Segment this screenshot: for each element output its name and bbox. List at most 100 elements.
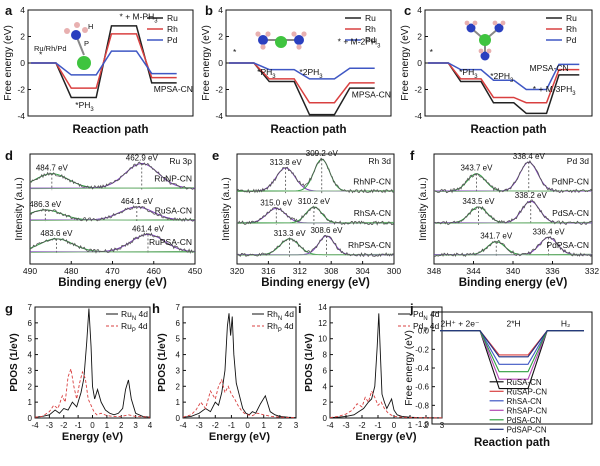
peak-label: 336.4 eV	[533, 227, 566, 236]
peak-label: 343.7 eV	[460, 164, 493, 173]
trace-label: RhNP-CN	[353, 176, 391, 186]
y-tick-label: -0.6	[415, 383, 429, 392]
p-atom	[71, 30, 81, 40]
y-axis-title: Free energy (eV)	[201, 25, 212, 101]
trace-label: RhSA-CN	[354, 208, 391, 218]
measured-curve	[29, 232, 196, 254]
her-line	[440, 330, 584, 358]
peak-label: 313.3 eV	[274, 229, 307, 238]
h-atom	[500, 20, 506, 26]
peak-label: 461.4 eV	[132, 224, 165, 233]
x-tick-label: 340	[506, 266, 520, 276]
y-tick-label: 6	[176, 319, 181, 328]
x-tick-label: -4	[326, 421, 334, 430]
panel-letter: d	[5, 148, 13, 163]
y-axis-title: Intensity (a.u.)	[418, 177, 429, 240]
y-tick-label: 2	[417, 32, 422, 42]
peak-label: 464.1 eV	[121, 197, 154, 206]
x-tick-label: 2	[278, 421, 283, 430]
trace-label: RuNP-CN	[154, 174, 192, 184]
measured-curve	[236, 205, 395, 226]
trace-label: RuSA-CN	[155, 205, 192, 215]
x-axis-title: Energy (eV)	[62, 431, 123, 443]
y-tick-label: 7	[176, 303, 181, 312]
peak-label: 309.2 eV	[306, 149, 339, 158]
x-tick-label: 4	[148, 421, 153, 430]
x-tick-label: 3	[294, 421, 299, 430]
panel-letter: h	[152, 301, 160, 316]
state-label: 2H⁺ + 2e⁻	[441, 319, 480, 329]
y-axis-title: PDOS (1/eV)	[9, 333, 20, 391]
metal-atom	[77, 56, 91, 70]
metal-atom	[275, 36, 287, 48]
y-tick-label: -4	[414, 111, 422, 121]
x-tick-label: 2	[119, 421, 124, 430]
y-tick-label: 2	[28, 382, 33, 391]
x-tick-label: 480	[64, 266, 78, 276]
legend-label: Ru	[167, 13, 178, 23]
x-axis-title: Reaction path	[474, 437, 550, 449]
legend-label: Pd	[566, 35, 577, 45]
peak-label: 343.5 eV	[462, 197, 495, 206]
panel-title: Pd 3d	[567, 156, 589, 166]
y-tick-label: -2	[414, 85, 422, 95]
p-atom	[480, 51, 490, 61]
x-tick-label: -3	[342, 421, 350, 430]
h-atom	[291, 31, 297, 37]
peak-label: 341.7 eV	[480, 232, 513, 241]
annotation: *PH3	[75, 100, 94, 113]
x-tick-label: -4	[179, 421, 187, 430]
measured-curve	[29, 161, 196, 190]
legend-label: Pd	[365, 35, 376, 45]
y-tick-label: 0.0	[418, 327, 430, 336]
y-tick-label: -0.8	[415, 401, 429, 410]
x-tick-label: 2	[424, 421, 429, 430]
x-axis-title: Binding energy (eV)	[261, 277, 370, 289]
peak-label: 483.6 eV	[40, 229, 73, 238]
y-tick-label: 4	[323, 382, 328, 391]
measured-curve	[433, 235, 593, 257]
x-tick-label: 490	[23, 266, 37, 276]
peak-label: 462.9 eV	[126, 154, 159, 163]
x-tick-label: 1	[408, 421, 413, 430]
panel-letter: j	[409, 301, 414, 316]
x-tick-label: 3	[440, 421, 445, 430]
x-tick-label: -1	[75, 421, 83, 430]
pdos-curve	[182, 378, 297, 419]
atom-label: H	[88, 22, 93, 31]
peak-label: 308.6 eV	[310, 226, 343, 235]
panel-letter: c	[404, 3, 411, 18]
plot-frame	[236, 153, 395, 265]
peak-label: 338.2 eV	[515, 191, 548, 200]
legend-label: RhSA-CN	[507, 397, 542, 406]
y-tick-label: 3	[28, 366, 33, 375]
y-tick-label: 6	[28, 319, 33, 328]
h-atom	[296, 44, 302, 50]
annotation: * + M-2PH3	[338, 36, 381, 49]
measured-curve	[236, 157, 395, 194]
x-tick-label: 348	[427, 266, 441, 276]
panel-title: Ru 3p	[169, 156, 192, 166]
pdos-curve	[34, 367, 151, 418]
annotation: MPSA-CN	[154, 84, 193, 94]
x-axis-title: Reaction path	[470, 124, 546, 136]
trace-label: RhPSA-CN	[348, 240, 391, 250]
atom-label: P	[84, 39, 89, 48]
p-atom	[494, 23, 504, 33]
p-atom	[258, 35, 268, 45]
baseline	[30, 250, 195, 253]
series-line-pd	[31, 50, 177, 76]
series-line-rh	[31, 33, 177, 89]
x-tick-label: 312	[293, 266, 307, 276]
peak-label: 484.7 eV	[36, 164, 69, 173]
y-tick-label: 2	[20, 32, 25, 42]
y-tick-label: -4	[17, 111, 25, 121]
x-tick-label: 304	[356, 266, 370, 276]
annotation: *PH3	[257, 67, 276, 80]
h-atom	[464, 20, 470, 26]
legend-label: RhP 4d	[267, 321, 294, 334]
p-atom	[294, 35, 304, 45]
